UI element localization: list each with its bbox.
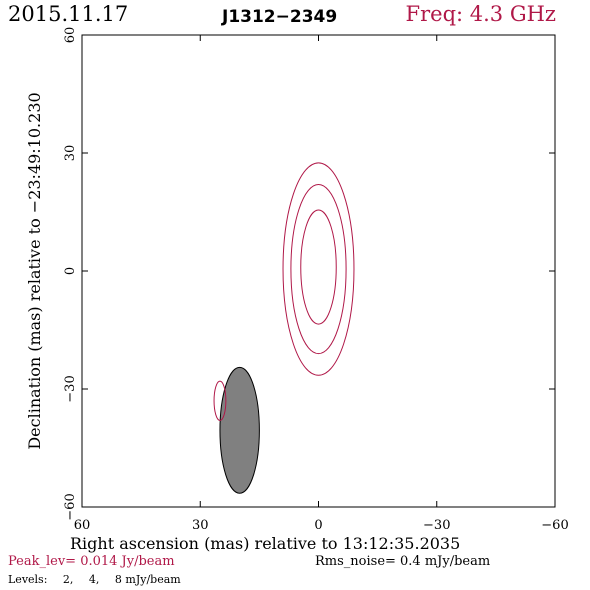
y-tick-label: 0 bbox=[63, 267, 78, 275]
contour-line bbox=[282, 162, 355, 376]
contour-line bbox=[213, 380, 227, 421]
y-tick-label: 60 bbox=[63, 27, 78, 44]
beam-ellipse bbox=[219, 366, 260, 494]
observation-date: 2015.11.17 bbox=[8, 2, 129, 26]
frequency-label: Freq: 4.3 GHz bbox=[405, 2, 556, 26]
x-axis-label: Right ascension (mas) relative to 13:12:… bbox=[70, 534, 461, 553]
y-axis-label: Declination (mas) relative to −23:49:10.… bbox=[25, 92, 44, 449]
y-tick-label: −30 bbox=[63, 375, 78, 402]
level-2: 4, bbox=[88, 573, 100, 586]
y-tick-label: 30 bbox=[63, 145, 78, 162]
x-tick-label: 60 bbox=[74, 518, 91, 533]
peak-level: Peak_lev= 0.014 Jy/beam bbox=[8, 554, 175, 569]
contour-line bbox=[290, 183, 347, 355]
contour-line bbox=[300, 209, 337, 325]
levels-label: Levels: bbox=[8, 573, 48, 586]
level-1: 2, bbox=[62, 573, 74, 586]
source-name: J1312−2349 bbox=[222, 7, 338, 27]
plot-frame bbox=[81, 34, 556, 508]
x-tick-label: −30 bbox=[423, 518, 450, 533]
x-tick-label: −60 bbox=[541, 518, 568, 533]
level-3: 8 mJy/beam bbox=[114, 573, 181, 586]
rms-noise: Rms_noise= 0.4 mJy/beam bbox=[315, 554, 491, 569]
x-tick-label: 0 bbox=[314, 518, 322, 533]
contour-levels: Levels: 2, 4, 8 mJy/beam bbox=[8, 573, 193, 586]
y-tick-label: −60 bbox=[63, 493, 78, 520]
x-tick-label: 30 bbox=[192, 518, 209, 533]
